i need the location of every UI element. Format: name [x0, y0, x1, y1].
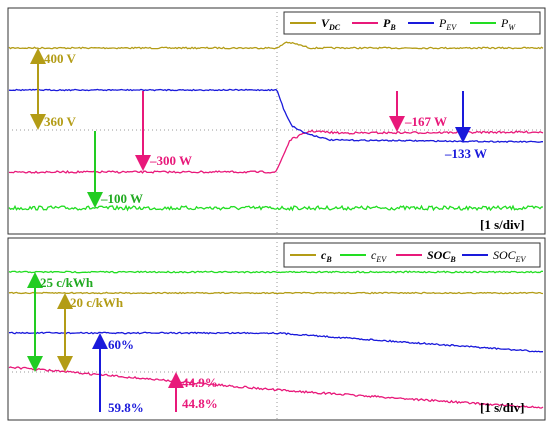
legend-label: VDC [321, 16, 341, 32]
trace [8, 129, 544, 174]
legend-subscript: EV [375, 255, 387, 264]
legend-subscript: B [325, 255, 332, 264]
legend-subscript: B [389, 23, 396, 32]
legend-symbol: SOC [427, 248, 451, 262]
legend [283, 242, 541, 268]
trace [8, 366, 544, 409]
annotation: 44.8% [182, 396, 218, 411]
trace [8, 88, 543, 143]
annotation: –300 W [149, 153, 192, 168]
annotation: 59.8% [108, 400, 144, 415]
legend-label: PW [500, 16, 516, 32]
legend-symbol: P [438, 16, 447, 30]
legend-symbol: P [500, 16, 509, 30]
annotation: 360 V [44, 114, 77, 129]
legend-label: SOCEV [493, 248, 527, 264]
legend-symbol: c [371, 248, 377, 262]
legend-subscript: EV [515, 255, 527, 264]
legend-label: cB [321, 248, 332, 264]
trace [8, 270, 544, 274]
legend-label: PEV [438, 16, 457, 32]
legend-symbol: c [321, 248, 327, 262]
legend-label: SOCB [427, 248, 456, 264]
legend-label: PB [383, 16, 396, 32]
legend-subscript: W [508, 23, 516, 32]
legend-symbol: V [321, 16, 330, 30]
annotation: –167 W [404, 114, 447, 129]
annotation: 44.9% [182, 375, 218, 390]
time-scale: [1 s/div] [480, 217, 524, 232]
annotation: 25 c/kWh [40, 275, 94, 290]
annotation: –133 W [444, 146, 487, 161]
trace [8, 41, 544, 50]
annotation: 20 c/kWh [70, 295, 124, 310]
legend-subscript: EV [445, 23, 457, 32]
annotation: –100 W [100, 191, 143, 206]
legend-subscript: DC [328, 23, 341, 32]
annotation: 60% [108, 337, 134, 352]
legend-subscript: B [449, 255, 456, 264]
legend-symbol: P [383, 16, 391, 30]
trace [8, 291, 544, 295]
legend-symbol: SOC [493, 248, 517, 262]
annotation: 400 V [44, 51, 77, 66]
legend-label: cEV [371, 248, 387, 264]
time-scale: [1 s/div] [480, 400, 524, 415]
